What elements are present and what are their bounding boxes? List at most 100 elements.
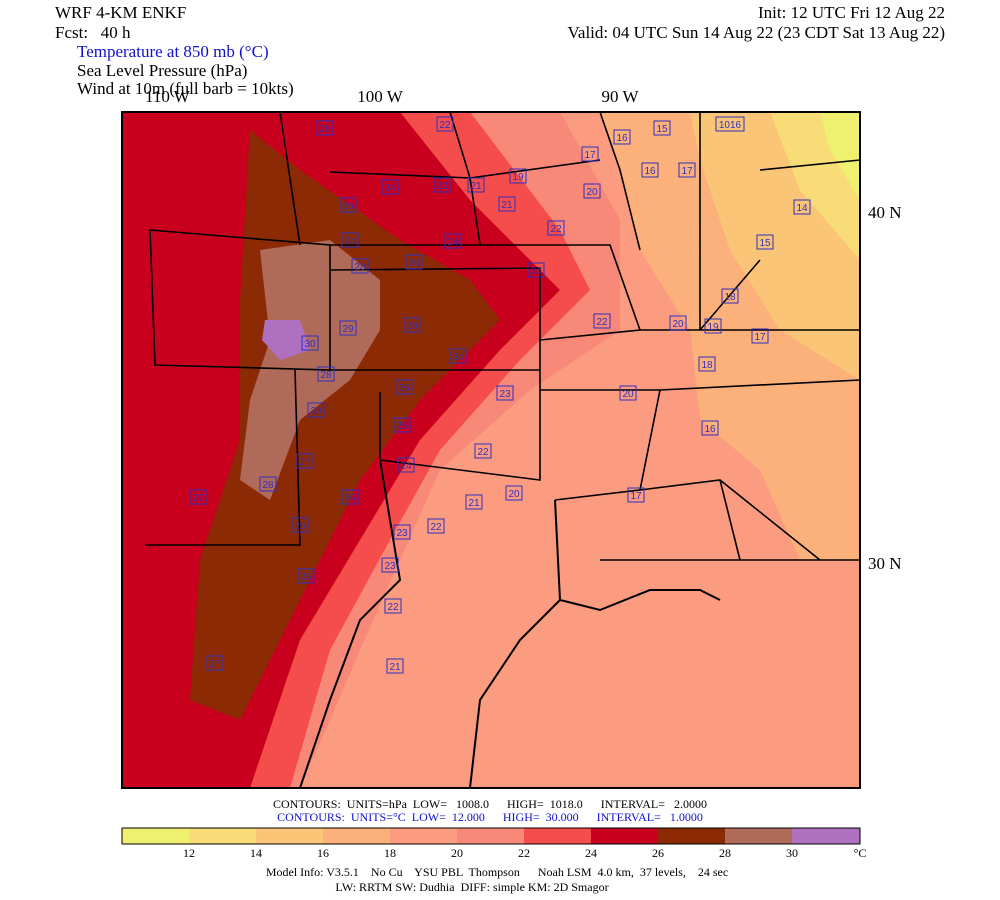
- contour-label-box: [449, 348, 467, 364]
- contour-label: 23: [396, 528, 408, 539]
- temp-gt-30: [262, 320, 310, 360]
- contour-label-box: [381, 557, 399, 573]
- contour-label-box: [395, 379, 413, 395]
- contour-label: 22: [439, 120, 451, 131]
- colorbar-cell: [591, 828, 658, 844]
- contour-label: 25: [396, 421, 408, 432]
- contour-label: 21: [468, 498, 480, 509]
- contour-label: 16: [616, 133, 628, 144]
- contour-label-box: [715, 116, 745, 132]
- contour-label: 17: [584, 150, 596, 161]
- contour-label-box: [613, 129, 631, 145]
- valid-time: Valid: 04 UTC Sun 14 Aug 22 (23 CDT Sat …: [568, 23, 945, 42]
- colorbar-cell: [725, 828, 792, 844]
- colorbar-label: 12: [183, 846, 195, 860]
- contour-label-box: [627, 487, 645, 503]
- contour-label-box: [465, 494, 483, 510]
- colorbar-cell: [390, 828, 457, 844]
- model-info: Model Info: V3.5.1 No Cu YSU PBL Thompso…: [266, 865, 728, 879]
- contour-label: 28: [310, 406, 322, 417]
- contour-label: 28: [262, 480, 274, 491]
- contour-label-box: [341, 489, 359, 505]
- contour-label-box: [307, 402, 325, 418]
- contour-label-box: [593, 313, 611, 329]
- colorbar-label: 20: [451, 846, 463, 860]
- contour-label: 24: [447, 237, 459, 248]
- lon-label: 90 W: [602, 87, 640, 106]
- contour-label-box: [393, 524, 411, 540]
- contour-label-box: [381, 179, 399, 195]
- contour-label-box: [436, 116, 454, 132]
- colorbar-cell: [323, 828, 390, 844]
- contour-label: 1016: [719, 120, 742, 131]
- contour-label-box: [793, 199, 811, 215]
- contour-label: 17: [754, 332, 766, 343]
- contour-label: 15: [759, 238, 771, 249]
- contour-label-box: [433, 177, 451, 193]
- field-temperature: Temperature at 850 mb (°C): [77, 42, 269, 61]
- contour-label-box: [339, 197, 357, 213]
- contour-label-box: [756, 234, 774, 250]
- contour-label-box: [341, 232, 359, 248]
- contour-label: 15: [656, 124, 668, 135]
- colorbar-label: 30: [786, 846, 798, 860]
- contour-label: 20: [586, 187, 598, 198]
- colorbar-label: 22: [518, 846, 530, 860]
- contour-label-box: [498, 196, 516, 212]
- contour-label-box: [339, 320, 357, 336]
- contour-label: 20: [672, 319, 684, 330]
- contour-label: 26: [342, 201, 354, 212]
- contour-label: 24: [344, 236, 356, 247]
- contour-label-box: [317, 366, 335, 382]
- lon-label: 110 W: [145, 87, 191, 106]
- colorbar-cell: [457, 828, 524, 844]
- colorbar-cell: [524, 828, 591, 844]
- colorbar-label: 24: [585, 846, 597, 860]
- contour-label-box: [509, 168, 527, 184]
- contour-label: 27: [192, 493, 204, 504]
- colorbar-cell: [658, 828, 725, 844]
- colorbar-frame: [121, 827, 861, 845]
- contour-label-box: [189, 489, 207, 505]
- contour-label-box: [405, 254, 423, 270]
- contour-label: 17: [630, 491, 642, 502]
- forecast-hour: Fcst: 40 h: [55, 23, 131, 42]
- contour-label-box: [297, 568, 315, 584]
- contour-label: 24: [452, 352, 464, 363]
- contour-label-box: [527, 262, 545, 278]
- contour-label: 19: [707, 322, 719, 333]
- field-wind: Wind at 10m (full barb = 10kts): [77, 79, 294, 98]
- contour-label: 27: [209, 659, 221, 670]
- contour-label-box: [547, 220, 565, 236]
- contour-label-box: [259, 476, 277, 492]
- model-title: WRF 4-KM ENKF: [55, 3, 186, 22]
- contour-label-box: [641, 162, 659, 178]
- contour-label-box: [496, 385, 514, 401]
- field-pressure: Sea Level Pressure (hPa): [77, 61, 247, 80]
- colorbar: [121, 827, 861, 845]
- contour-label: 29: [342, 324, 354, 335]
- temp-lt-12: [820, 112, 860, 200]
- contour-label: 24: [384, 183, 396, 194]
- contour-label-box: [397, 457, 415, 473]
- contour-label-box: [619, 385, 637, 401]
- contour-label: 16: [704, 424, 716, 435]
- contour-label: 28: [354, 262, 366, 273]
- contour-label-box: [386, 658, 404, 674]
- colorbar-cell: [189, 828, 256, 844]
- lat-label: 40 N: [868, 203, 902, 222]
- state-borders: [145, 111, 861, 789]
- contour-label-box: [206, 655, 224, 671]
- contour-label-box: [698, 356, 716, 372]
- contour-label: 26: [398, 383, 410, 394]
- contour-label-box: [384, 598, 402, 614]
- contour-label-box: [393, 417, 411, 433]
- pressure-contour-info: CONTOURS: UNITS=hPa LOW= 1008.0 HIGH= 10…: [273, 797, 707, 811]
- colorbar-cell: [792, 828, 860, 844]
- contour-label: 26: [344, 493, 356, 504]
- contour-label: 26: [294, 521, 306, 532]
- colorbar-label: 28: [719, 846, 731, 860]
- colorbar-label: 16: [317, 846, 329, 860]
- contour-label: 19: [512, 172, 524, 183]
